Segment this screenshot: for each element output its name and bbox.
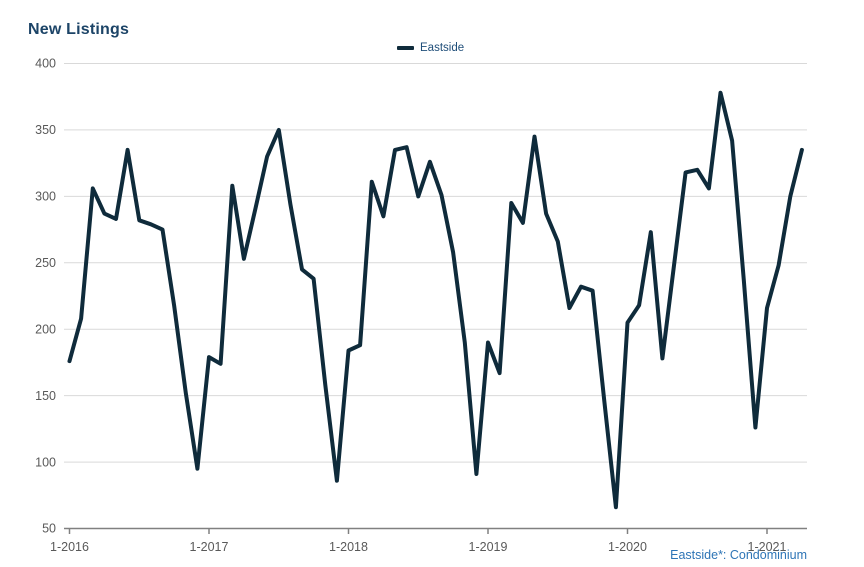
y-axis-label: 200 — [35, 322, 56, 336]
legend-line-swatch-icon — [397, 46, 414, 50]
y-axis-label: 300 — [35, 190, 56, 204]
x-axis-label: 1-2021 — [748, 540, 787, 554]
legend-item-eastside[interactable]: Eastside — [397, 41, 464, 55]
x-axis-label: 1-2019 — [469, 540, 508, 554]
y-axis-label: 50 — [42, 522, 56, 536]
y-axis-label: 250 — [35, 256, 56, 270]
legend-label: Eastside — [420, 42, 465, 54]
y-axis-label: 350 — [35, 123, 56, 137]
x-axis-label: 1-2018 — [329, 540, 368, 554]
chart-title: New Listings — [28, 21, 130, 38]
x-axis-label: 1-2016 — [50, 540, 89, 554]
eastside-series-line — [67, 90, 804, 510]
x-axis-label: 1-2017 — [190, 540, 229, 554]
x-axis-label: 1-2020 — [608, 540, 647, 554]
chart-footnote: Eastside*: Condominium — [670, 548, 807, 562]
y-axis-label: 100 — [35, 455, 56, 469]
y-axis-label: 150 — [35, 389, 56, 403]
y-axis-label: 400 — [35, 57, 56, 71]
